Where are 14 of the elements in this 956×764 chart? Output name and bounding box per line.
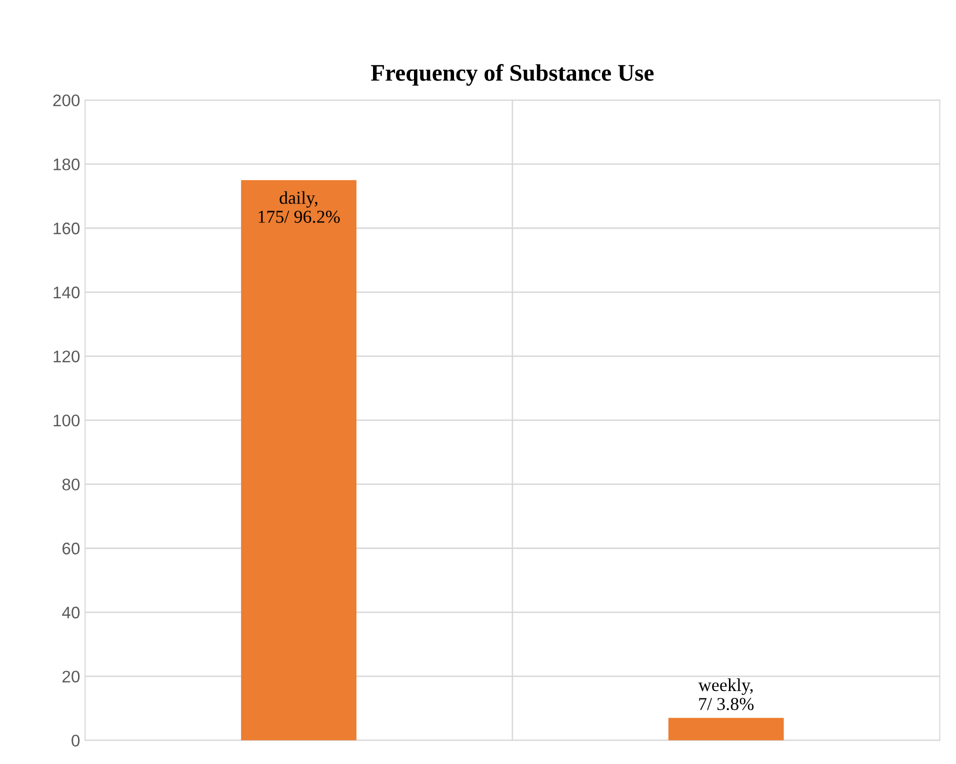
- y-tick-label: 100: [54, 414, 80, 426]
- y-tick-label: 200: [53, 94, 80, 106]
- y-tick-label: 60: [62, 542, 80, 554]
- y-tick-label: 140: [54, 286, 80, 298]
- data-label: daily, 175/ 96.2%: [258, 191, 340, 223]
- y-tick-label: 160: [54, 222, 80, 234]
- y-tick-label: 40: [62, 606, 80, 618]
- chart-title: Frequency of Substance Use: [371, 64, 654, 86]
- y-tick-label: 0: [72, 734, 80, 747]
- y-tick-label: 80: [62, 478, 80, 490]
- y-tick-label: 180: [54, 158, 80, 170]
- data-label: weekly, 7/ 3.8%: [698, 678, 754, 710]
- y-tick-label: 120: [54, 350, 80, 362]
- y-tick-label: 20: [62, 670, 80, 682]
